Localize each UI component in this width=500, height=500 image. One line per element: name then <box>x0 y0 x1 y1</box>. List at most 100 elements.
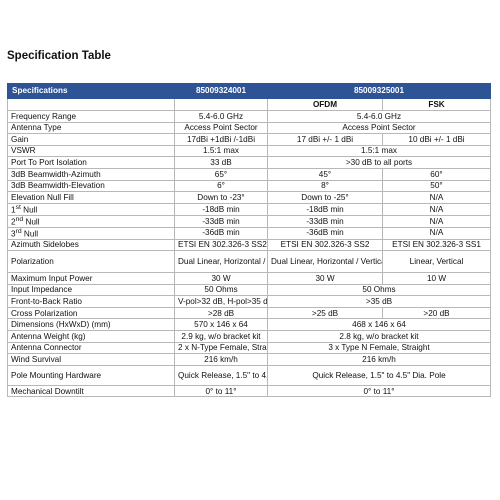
ordinal-suffix: st <box>15 203 21 211</box>
cell-value: -36dB min <box>174 226 268 240</box>
table-row: Maximum Input Power 30 W 30 W 10 W <box>7 272 491 285</box>
row-label: Wind Survival <box>7 353 175 366</box>
cell-value: 60° <box>382 167 491 181</box>
table-row: Antenna Connector 2 x N-Type Female, Str… <box>7 341 491 355</box>
cell-value: 50 Ohms <box>267 283 491 297</box>
table-row: Mechanical Downtilt 0° to 11° 0° to 11° <box>7 384 491 398</box>
cell-value: N/A <box>382 202 491 216</box>
table-row: Cross Polarization >28 dB >25 dB >20 dB <box>7 306 491 320</box>
cell-value: -18dB min <box>267 202 383 216</box>
row-label: Elevation Null Fill <box>7 191 175 204</box>
header-model-b: 85009325001 <box>267 83 491 99</box>
cell-value: N/A <box>382 191 491 204</box>
cell-value: 3 x Type N Female, Straight <box>267 341 491 355</box>
cell-value: -18dB min <box>174 202 268 216</box>
subheader-row: OFDM FSK <box>7 98 491 111</box>
cell-value: 17 dBi +/- 1 dBi <box>267 133 383 146</box>
table-row: 1st Null -18dB min -18dB min N/A <box>7 202 491 216</box>
cell-value: 0° to 11° <box>174 384 268 398</box>
table-row: Azimuth Sidelobes ETSI EN 302.326-3 SS2 … <box>7 238 491 252</box>
row-label: Front-to-Back Ratio <box>7 295 175 308</box>
cell-value: 10 W <box>382 272 491 285</box>
table-row: Polarization Dual Linear, Horizontal / V… <box>7 250 491 274</box>
ordinal-suffix: nd <box>15 215 24 223</box>
cell-value: 33 dB <box>174 156 268 169</box>
ordinal-number: 2 <box>11 217 16 227</box>
row-label: 3dB Beamwidth-Elevation <box>7 179 175 193</box>
row-label: Polarization <box>7 250 175 274</box>
header-model-a: 85009324001 <box>174 83 268 99</box>
cell-value: >35 dB <box>267 295 491 308</box>
row-label: 2nd Null <box>7 214 175 228</box>
cell-value: Down to -23° <box>174 191 268 204</box>
header-specifications: Specifications <box>7 83 175 99</box>
cell-value: >20 dB <box>382 306 491 320</box>
cell-value: 216 km/h <box>267 353 491 366</box>
cell-value: 5.4-6.0 GHz <box>267 110 491 123</box>
cell-value: 50° <box>382 179 491 193</box>
cell-value: 570 x 146 x 64 <box>174 318 268 332</box>
cell-value: -33dB min <box>174 214 268 228</box>
table-row: VSWR 1.5:1 max 1.5:1 max <box>7 144 491 158</box>
cell-value: Access Point Sector <box>267 121 491 135</box>
cell-value: 65° <box>174 167 268 181</box>
cell-value: 30 W <box>267 272 383 285</box>
row-label-text: Null <box>23 217 40 227</box>
cell-value: ETSI EN 302.326-3 SS1 <box>382 238 491 252</box>
cell-value: -36dB min <box>267 226 383 240</box>
row-label: Port To Port Isolation <box>7 156 175 169</box>
table-row: Antenna Type Access Point Sector Access … <box>7 121 491 135</box>
cell-value: Linear, Vertical <box>382 250 491 274</box>
table-row: Front-to-Back Ratio V-pol>32 dB, H-pol>3… <box>7 295 491 308</box>
ordinal-number: 1 <box>11 205 16 215</box>
cell-value: 0° to 11° <box>267 384 491 398</box>
cell-value: 6° <box>174 179 268 193</box>
cell-value: 45° <box>267 167 383 181</box>
cell-value: 5.4-6.0 GHz <box>174 110 268 123</box>
cell-value: ETSI EN 302.326-3 SS2 <box>174 238 268 252</box>
subheader-empty-a <box>174 98 268 111</box>
cell-value: 216 km/h <box>174 353 268 366</box>
table-row: 3dB Beamwidth-Azimuth 65° 45° 60° <box>7 167 491 181</box>
row-label: Antenna Type <box>7 121 175 135</box>
cell-value: Dual Linear, Horizontal / Vertical <box>267 250 383 274</box>
table-row: Antenna Weight (kg) 2.9 kg, w/o bracket … <box>7 330 491 343</box>
subheader-ofdm: OFDM <box>267 98 383 111</box>
row-label: Cross Polarization <box>7 306 175 320</box>
row-label: Frequency Range <box>7 110 175 123</box>
page-title: Specification Table <box>7 50 111 62</box>
row-label-text: Null <box>20 205 38 215</box>
cell-value: Quick Release, 1.5" to 4.5" Dia. Pole <box>174 364 268 386</box>
row-label: Dimensions (HxWxD) (mm) <box>7 318 175 332</box>
row-label: 3rd Null <box>7 226 175 240</box>
cell-value: 2.8 kg, w/o bracket kit <box>267 330 491 343</box>
row-label: Maximum Input Power <box>7 272 175 285</box>
cell-value: ETSI EN 302.326-3 SS2 <box>267 238 383 252</box>
table-row: Input Impedance 50 Ohms 50 Ohms <box>7 283 491 297</box>
cell-value: N/A <box>382 226 491 240</box>
row-label: Input Impedance <box>7 283 175 297</box>
header-row: Specifications 85009324001 85009325001 <box>7 83 491 99</box>
subheader-fsk: FSK <box>382 98 491 111</box>
cell-value: Access Point Sector <box>174 121 268 135</box>
table-row: Elevation Null Fill Down to -23° Down to… <box>7 191 491 204</box>
table-row: Port To Port Isolation 33 dB >30 dB to a… <box>7 156 491 169</box>
ordinal-suffix: rd <box>15 227 22 235</box>
row-label: Azimuth Sidelobes <box>7 238 175 252</box>
cell-value: 30 W <box>174 272 268 285</box>
cell-value: 50 Ohms <box>174 283 268 297</box>
cell-value: N/A <box>382 214 491 228</box>
specification-table: Specifications 85009324001 85009325001 O… <box>7 83 491 398</box>
table-row: Pole Mounting Hardware Quick Release, 1.… <box>7 364 491 386</box>
table-row: Wind Survival 216 km/h 216 km/h <box>7 353 491 366</box>
table-row: 3dB Beamwidth-Elevation 6° 8° 50° <box>7 179 491 193</box>
cell-value: Down to -25° <box>267 191 383 204</box>
subheader-empty <box>7 98 175 111</box>
table-row: Frequency Range 5.4-6.0 GHz 5.4-6.0 GHz <box>7 110 491 123</box>
row-label: 1st Null <box>7 202 175 216</box>
cell-value: >25 dB <box>267 306 383 320</box>
cell-value: Dual Linear, Horizontal / Vertical <box>174 250 268 274</box>
cell-value: 8° <box>267 179 383 193</box>
row-label: Gain <box>7 133 175 146</box>
cell-value: 2.9 kg, w/o bracket kit <box>174 330 268 343</box>
